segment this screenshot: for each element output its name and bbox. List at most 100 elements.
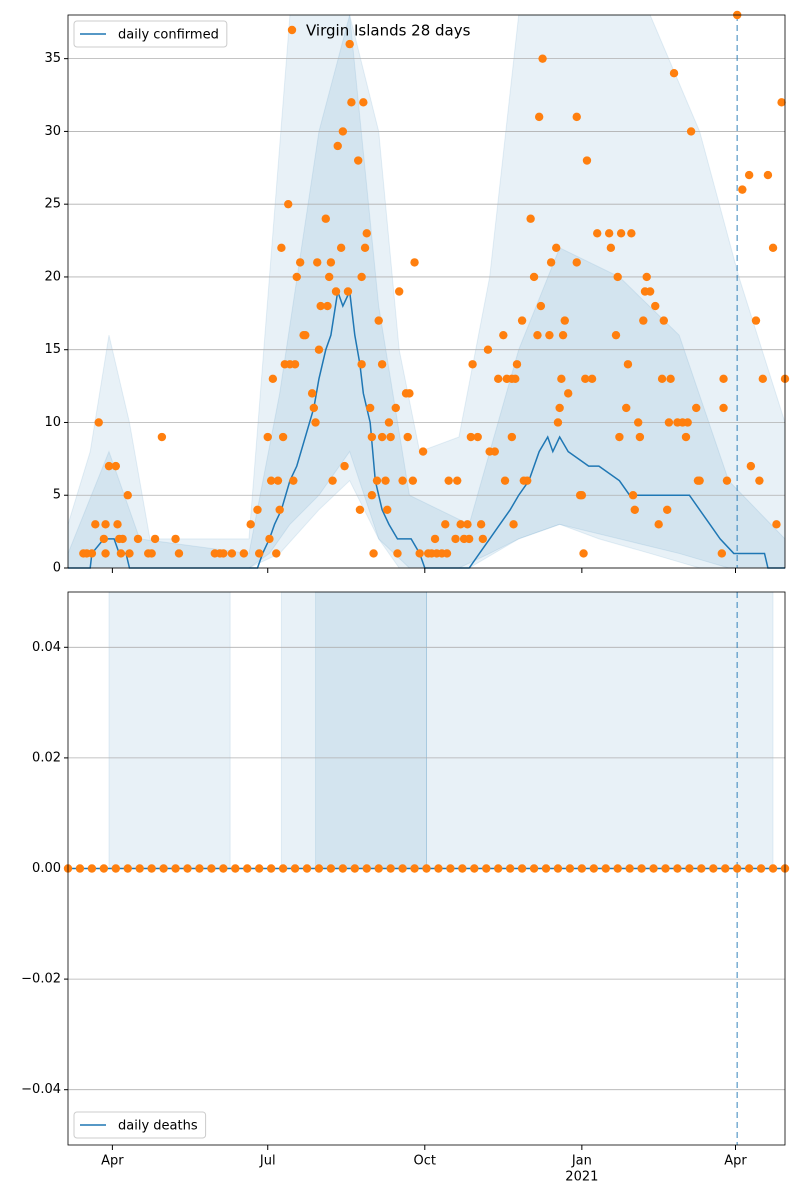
point: [464, 534, 474, 544]
point: [359, 98, 368, 107]
confidence-band: [426, 591, 774, 869]
point: [116, 549, 126, 558]
point: [243, 864, 252, 873]
point: [314, 864, 324, 873]
point: [377, 432, 387, 442]
point: [418, 447, 428, 456]
point: [645, 287, 655, 296]
point: [558, 330, 568, 340]
point: [664, 418, 674, 427]
point: [104, 461, 114, 471]
point: [183, 864, 192, 873]
point: [601, 864, 610, 873]
point: [613, 272, 622, 282]
point: [606, 243, 616, 253]
point: [266, 476, 276, 485]
point: [357, 360, 366, 369]
point: [511, 374, 520, 384]
point: [354, 156, 363, 165]
point: [777, 98, 786, 107]
y-tick-label: 15: [44, 342, 61, 357]
point: [87, 864, 97, 873]
y-tick-label: 0.04: [32, 640, 61, 655]
point: [255, 864, 264, 873]
point: [625, 864, 634, 873]
legend-box: [73, 20, 228, 48]
point: [637, 864, 646, 873]
point: [207, 864, 216, 873]
point: [466, 432, 476, 442]
point: [651, 301, 660, 311]
point: [534, 112, 544, 122]
point: [350, 864, 359, 873]
legend-marker: [287, 25, 297, 35]
point: [681, 432, 691, 442]
point: [473, 432, 482, 442]
point: [328, 476, 337, 485]
point: [772, 520, 781, 529]
point: [611, 330, 621, 340]
point: [174, 549, 184, 558]
point: [369, 549, 378, 558]
point: [273, 476, 283, 485]
point: [372, 476, 382, 485]
point: [545, 330, 554, 340]
y-tick-label: 5: [53, 488, 61, 503]
point: [333, 141, 342, 151]
point: [263, 432, 272, 442]
point: [768, 243, 778, 253]
point: [195, 864, 204, 873]
point: [398, 476, 407, 485]
point: [309, 403, 319, 413]
point: [456, 520, 465, 529]
point: [367, 432, 377, 442]
point: [560, 316, 569, 325]
point: [246, 520, 255, 529]
point: [746, 461, 756, 471]
point: [331, 287, 341, 296]
point: [311, 418, 320, 427]
point: [398, 864, 407, 873]
point: [94, 418, 103, 427]
point: [526, 214, 535, 223]
point: [290, 864, 300, 873]
point: [360, 243, 370, 253]
point: [692, 403, 701, 413]
confidence-band: [108, 591, 231, 869]
point: [101, 549, 110, 558]
legend-label: Virgin Islands 28 days: [306, 22, 471, 40]
point: [444, 476, 453, 485]
point: [292, 272, 301, 282]
point: [123, 864, 132, 873]
point: [695, 476, 704, 485]
point: [541, 864, 551, 873]
point: [355, 505, 365, 514]
point: [336, 243, 346, 253]
point: [441, 520, 450, 529]
point: [343, 287, 353, 296]
point: [157, 432, 167, 442]
plot-frame: [67, 591, 786, 1146]
point: [538, 54, 547, 63]
point: [374, 316, 383, 325]
point: [552, 243, 561, 253]
y-tick-label: −0.02: [21, 972, 61, 987]
point: [659, 316, 668, 325]
point: [219, 864, 228, 873]
point: [253, 505, 262, 514]
point: [383, 505, 392, 514]
point: [577, 864, 587, 873]
point: [572, 258, 581, 267]
point: [719, 374, 728, 384]
point: [227, 549, 237, 558]
point: [565, 864, 575, 873]
point: [159, 864, 168, 873]
point: [403, 432, 412, 442]
point: [91, 520, 100, 529]
x-tick-label: Oct: [414, 1154, 436, 1169]
point: [384, 418, 394, 427]
x-year-label: 2021: [565, 1170, 598, 1185]
point: [125, 549, 134, 558]
point: [572, 112, 581, 122]
point: [546, 258, 556, 267]
